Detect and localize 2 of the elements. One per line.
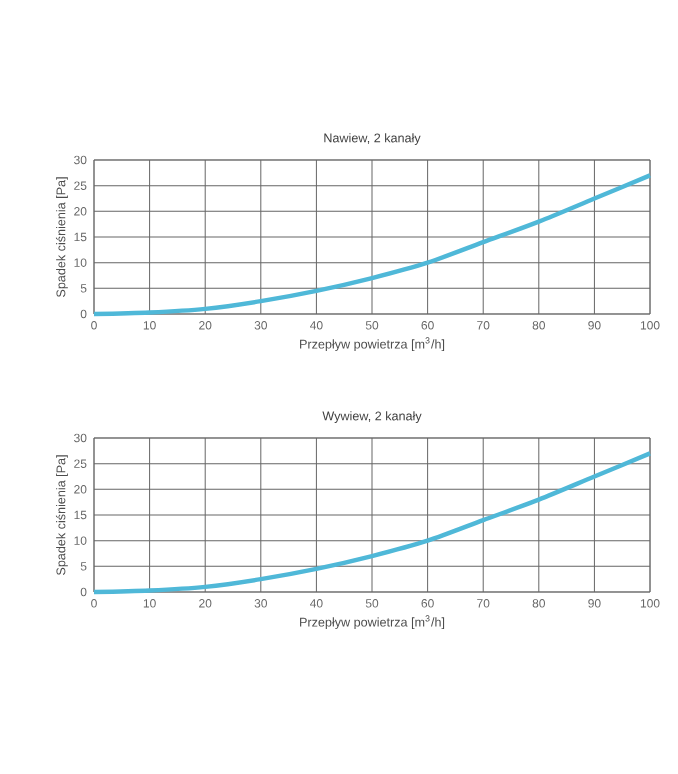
line-series bbox=[91, 451, 653, 595]
line-series bbox=[91, 173, 653, 317]
